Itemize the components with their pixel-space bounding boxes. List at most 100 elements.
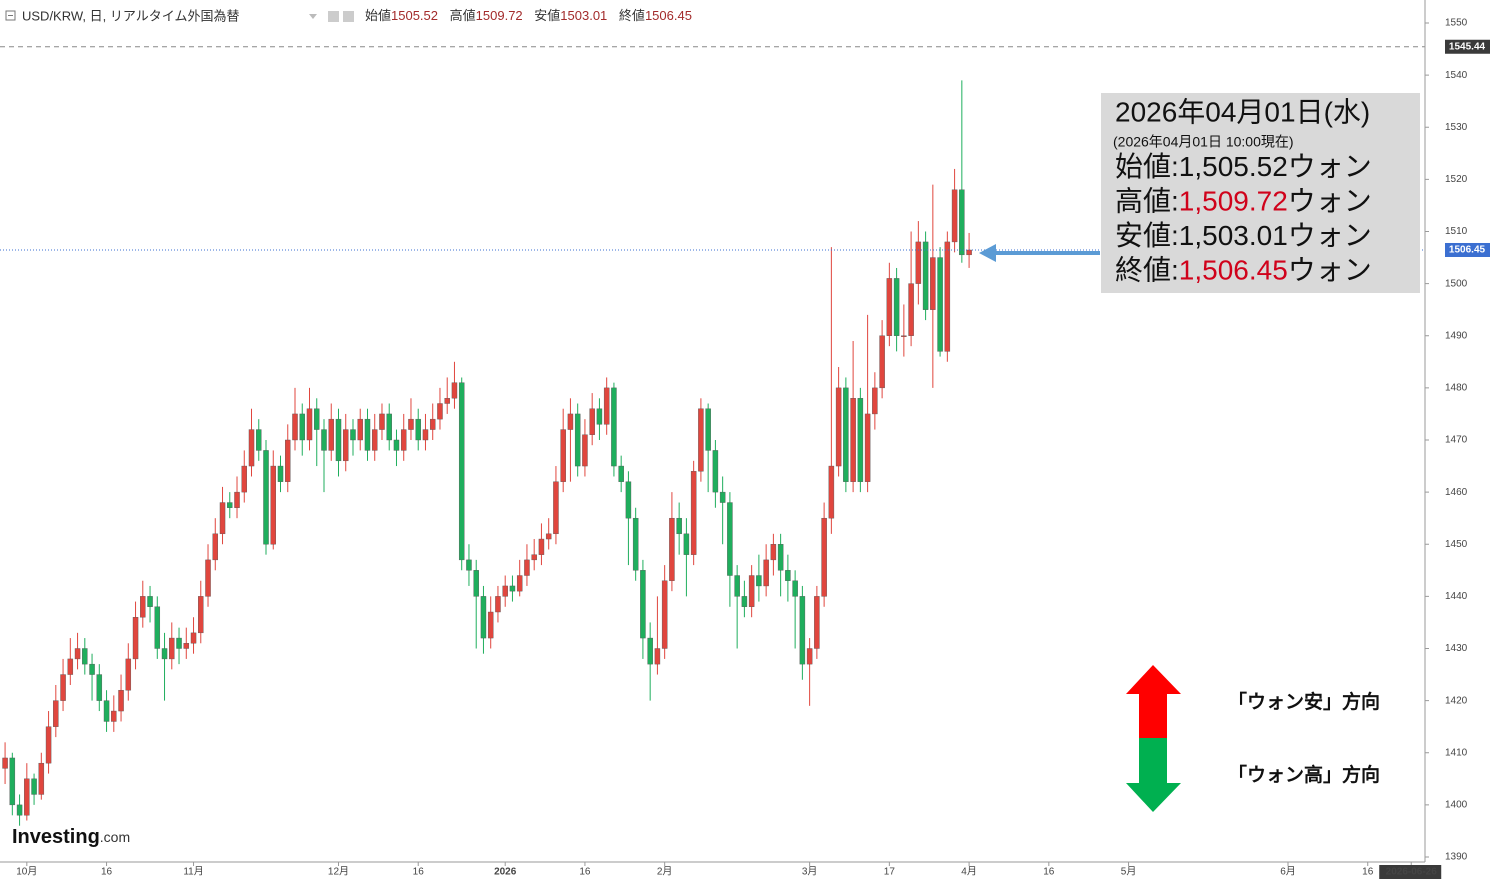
candle-body [654, 648, 661, 665]
y-tick-label: 1420 [1445, 695, 1468, 706]
candle-body [922, 241, 929, 310]
candle-body [132, 617, 139, 660]
watermark-suffix: .com [100, 829, 130, 845]
candle-body [256, 429, 262, 451]
watermark-brand: Investing [12, 826, 100, 848]
candle-body [422, 429, 429, 441]
close-icon[interactable] [343, 11, 354, 22]
candle-body [698, 408, 704, 472]
y-tick-label: 1460 [1445, 487, 1468, 498]
candle-body [603, 387, 610, 425]
y-tick-label: 1390 [1445, 852, 1468, 863]
candle-body [857, 398, 864, 482]
x-tick-label: 12月 [328, 866, 349, 878]
info-row-unit: ウォン [1288, 220, 1372, 251]
candle-body [835, 387, 842, 467]
candle-body [183, 643, 190, 649]
candle-body [567, 413, 574, 430]
candle-body [712, 450, 719, 493]
x-tick-label: 6月 [1280, 866, 1296, 878]
candle-body [553, 481, 559, 535]
candle-body [364, 418, 371, 451]
candle-body [495, 596, 501, 613]
candle-body [53, 700, 59, 727]
x-tick-label: 2026-06-26 [1386, 867, 1438, 878]
candle-body [270, 465, 276, 545]
x-tick-label: 3月 [802, 866, 818, 878]
candle-body [9, 757, 16, 806]
y-tick-label: 1500 [1445, 278, 1468, 289]
candle-body [60, 674, 66, 701]
candle-body [777, 544, 784, 571]
y-tick-label: 1430 [1445, 643, 1468, 654]
candle-body [589, 408, 595, 435]
candle-body [458, 382, 465, 561]
dropdown-icon[interactable] [309, 14, 317, 19]
candle-body [951, 189, 958, 243]
candle-body [429, 418, 436, 430]
info-rows: 始値:1,505.52ウォン高値:1,509.72ウォン安値:1,503.01ウ… [1115, 151, 1372, 286]
ohlc-label: 終値 [619, 8, 645, 23]
x-tick-label: 2月 [657, 866, 673, 878]
candle-body [103, 700, 110, 722]
candle-body [828, 465, 835, 519]
candle-body [277, 465, 284, 482]
candle-body [872, 387, 878, 415]
settings-icon[interactable] [328, 11, 339, 22]
candle-body [611, 387, 617, 467]
candle-body [437, 403, 443, 420]
info-row: 始値:1,505.52ウォン [1115, 151, 1372, 182]
candle-body [719, 491, 726, 503]
candle-body [198, 596, 204, 634]
candle-body [640, 570, 646, 639]
ohlc-header: 始値1505.52 高値1509.72 安値1503.01 終値1506.45 [365, 8, 692, 23]
candle-body [451, 382, 458, 399]
candle-body [879, 335, 885, 389]
candle-body [618, 465, 624, 482]
candle-body [147, 596, 153, 607]
pointer-arrowhead [979, 244, 996, 262]
strong-arrow [1126, 738, 1181, 812]
info-box [1101, 93, 1420, 293]
info-row-unit: ウォン [1288, 151, 1372, 182]
candle-body [169, 637, 175, 660]
candle-body [502, 585, 508, 597]
candle-body [89, 663, 95, 675]
candle-body [292, 413, 298, 441]
x-tick-label: 10月 [16, 866, 37, 878]
candle-body [161, 648, 168, 660]
ohlc-value: 1503.01 [560, 8, 607, 23]
candle-body [219, 502, 226, 535]
candle-body [285, 439, 291, 482]
candle-body [959, 189, 965, 256]
info-date: 2026年04月01日(水) [1115, 96, 1370, 127]
candle-body [386, 413, 392, 441]
y-tick-label: 1410 [1445, 747, 1468, 758]
candle-body [466, 559, 472, 571]
candle-body [647, 637, 653, 665]
candle-body [473, 570, 479, 597]
candle-body [444, 398, 450, 404]
info-as-of: (2026年04月01日 10:00現在) [1113, 134, 1294, 150]
candle-body [371, 429, 378, 451]
candle-body [901, 335, 907, 337]
info-row-value: 1,506.45 [1179, 255, 1288, 286]
candle-body [314, 408, 320, 430]
weak-arrow [1126, 665, 1181, 738]
candle-body [560, 429, 566, 482]
collapse-icon[interactable] [5, 10, 16, 21]
candle-body [538, 538, 545, 555]
candle-body [821, 517, 827, 597]
candle-body [335, 418, 342, 462]
candle-body [756, 575, 762, 587]
price-tag: 1506.45 [1449, 245, 1486, 256]
info-row: 終値:1,506.45ウォン [1115, 255, 1372, 286]
y-tick-label: 1450 [1445, 539, 1468, 550]
info-row-value: 1,503.01 [1179, 220, 1288, 251]
candle-body [343, 429, 349, 462]
candle-body [176, 637, 182, 649]
candle-body [930, 257, 936, 310]
candle-body [306, 408, 313, 441]
candle-body [350, 429, 356, 441]
